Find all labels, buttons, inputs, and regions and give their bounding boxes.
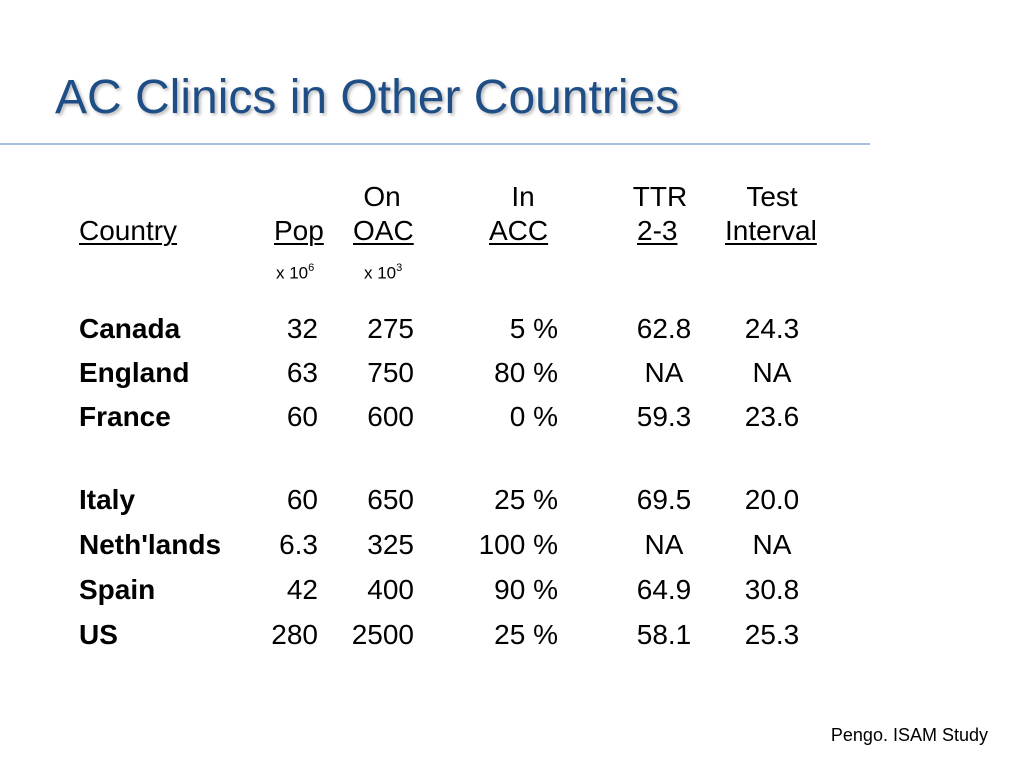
header-ttr: TTR: [632, 181, 688, 212]
cell-pop: 280: [271, 619, 318, 650]
cell-country: England: [79, 357, 190, 388]
cell-ttr: 69.5: [636, 484, 692, 515]
cell-acc: 80 %: [494, 357, 558, 388]
cell-ttr: 59.3: [636, 401, 692, 432]
source-citation: Pengo. ISAM Study: [830, 725, 988, 745]
header-in: In: [511, 181, 535, 212]
cell-country: US: [79, 619, 118, 650]
header-ttr-range: 2-3: [637, 215, 678, 246]
cell-test: 24.3: [744, 313, 800, 344]
header-on: On: [363, 181, 401, 212]
cell-oac: 400: [367, 574, 414, 605]
cell-pop: 63: [286, 357, 318, 388]
cell-test: 25.3: [744, 619, 800, 650]
header-test: Test: [746, 181, 798, 212]
cell-country: Neth'lands: [79, 529, 222, 560]
cell-pop: 42: [286, 574, 318, 605]
cell-acc: 0 %: [509, 401, 558, 432]
cell-pop: 6.3: [279, 529, 318, 560]
cell-pop: 60: [286, 484, 318, 515]
title-divider: [0, 143, 870, 145]
cell-oac: 2500: [351, 619, 414, 650]
cell-test: 30.8: [744, 574, 800, 605]
oac-unit: x 103: [364, 262, 403, 283]
cell-acc: 100 %: [478, 529, 558, 560]
cell-test: NA: [752, 357, 792, 388]
cell-country: Italy: [79, 484, 136, 515]
cell-pop: 60: [286, 401, 318, 432]
cell-country: France: [79, 401, 171, 432]
cell-acc: 25 %: [494, 484, 558, 515]
cell-country: Spain: [79, 574, 156, 605]
slide-title: AC Clinics in Other Countries: [55, 71, 680, 124]
cell-country: Canada: [79, 313, 181, 344]
cell-test: 20.0: [744, 484, 800, 515]
cell-ttr: NA: [644, 529, 684, 560]
cell-pop: 32: [286, 313, 318, 344]
cell-ttr: NA: [644, 357, 684, 388]
cell-oac: 275: [367, 313, 414, 344]
header-acc: ACC: [489, 215, 549, 246]
cell-acc: 90 %: [494, 574, 558, 605]
header-interval: Interval: [725, 215, 817, 246]
cell-oac: 600: [367, 401, 414, 432]
cell-ttr: 64.9: [636, 574, 692, 605]
cell-oac: 750: [367, 357, 414, 388]
cell-test: NA: [752, 529, 792, 560]
cell-test: 23.6: [744, 401, 800, 432]
header-pop: Pop: [274, 215, 324, 246]
cell-oac: 325: [367, 529, 414, 560]
cell-acc: 25 %: [494, 619, 558, 650]
cell-acc: 5 %: [509, 313, 558, 344]
header-country: Country: [79, 215, 178, 246]
pop-unit: x 106: [276, 262, 315, 283]
cell-ttr: 62.8: [636, 313, 692, 344]
cell-oac: 650: [367, 484, 414, 515]
cell-ttr: 58.1: [636, 619, 692, 650]
header-oac: OAC: [353, 215, 414, 246]
